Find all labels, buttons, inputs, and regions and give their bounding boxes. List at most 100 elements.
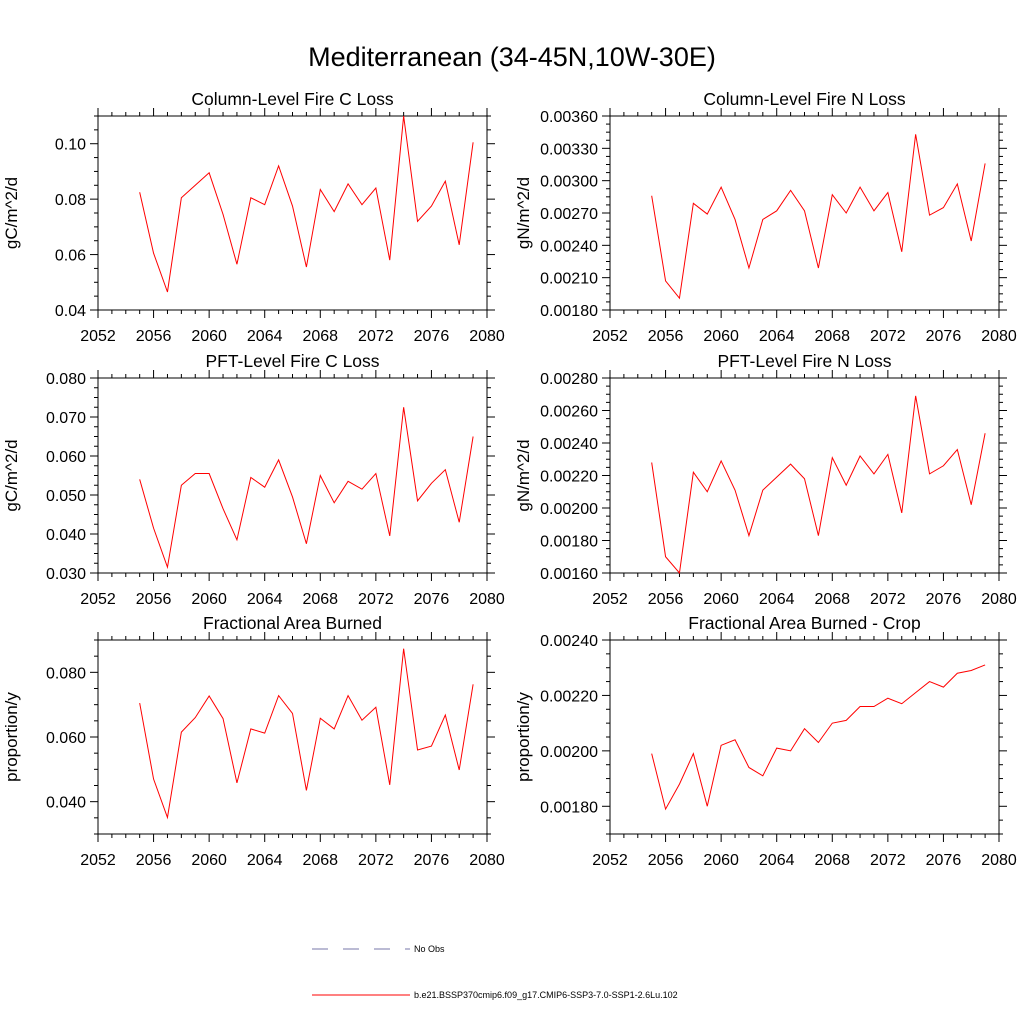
chart-title: Column-Level Fire N Loss <box>703 89 906 109</box>
x-tick-label: 2056 <box>136 328 172 345</box>
y-axis-label: gC/m^2/d <box>2 439 21 511</box>
x-tick-label: 2076 <box>926 852 962 869</box>
x-tick-label: 2052 <box>80 328 116 345</box>
legend-label: No Obs <box>414 944 445 954</box>
x-tick-label: 2076 <box>414 328 450 345</box>
y-tick-label: 0.060 <box>46 730 86 747</box>
y-tick-label: 0.080 <box>46 371 86 388</box>
x-tick-label: 2056 <box>136 852 172 869</box>
plot-frame <box>97 639 488 835</box>
chart-panel-3: 2052 2056 2060 2064 2068 2072 2076 2080 0.030 0.0… <box>2 351 505 608</box>
plot-frame <box>609 377 1000 574</box>
x-tick-label: 2068 <box>302 591 338 608</box>
chart-title: Fractional Area Burned - Crop <box>688 613 920 633</box>
legend-label: b.e21.BSSP370cmip6.f09_g17.CMIP6-SSP3-7.… <box>414 990 678 1000</box>
x-tick-label: 2056 <box>648 852 684 869</box>
y-tick-label: 0.00240 <box>540 238 598 255</box>
y-tick-label: 0.00200 <box>540 744 598 761</box>
y-tick-label: 0.00240 <box>540 436 598 453</box>
y-axis-label: proportion/y <box>2 692 21 782</box>
y-tick-label: 0.00180 <box>540 534 598 551</box>
series-line-1 <box>651 664 986 811</box>
x-tick-label: 2080 <box>469 328 505 345</box>
plot-frame <box>97 115 488 311</box>
chart-title: Fractional Area Burned <box>203 613 382 633</box>
y-tick-label: 0.00160 <box>540 566 598 583</box>
figure-title: Mediterranean (34-45N,10W-30E) <box>308 42 716 72</box>
x-tick-label: 2060 <box>703 591 739 608</box>
x-tick-label: 2060 <box>191 852 227 869</box>
x-tick-label: 2068 <box>814 328 850 345</box>
x-tick-label: 2052 <box>592 591 628 608</box>
x-tick-label: 2076 <box>414 591 450 608</box>
x-tick-label: 2052 <box>80 591 116 608</box>
x-tick-label: 2060 <box>703 852 739 869</box>
series-line-1 <box>651 134 986 300</box>
y-tick-label: 0.00240 <box>540 633 598 650</box>
x-tick-label: 2076 <box>926 328 962 345</box>
y-tick-label: 0.00180 <box>540 799 598 816</box>
y-tick-label: 0.080 <box>46 665 86 682</box>
y-axis-label: proportion/y <box>514 692 533 782</box>
x-tick-label: 2052 <box>592 328 628 345</box>
legend: No Obs b.e21.BSSP370cmip6.f09_g17.CMIP6-S… <box>312 944 678 1000</box>
x-tick-label: 2068 <box>814 591 850 608</box>
x-tick-label: 2064 <box>759 328 795 345</box>
x-tick-label: 2072 <box>870 591 906 608</box>
x-tick-label: 2072 <box>358 591 394 608</box>
chart-panel-4: 2052 2056 2060 2064 2068 2072 2076 2080 0.00160 0… <box>514 351 1017 608</box>
x-tick-label: 2072 <box>358 328 394 345</box>
x-tick-label: 2072 <box>870 852 906 869</box>
y-tick-label: 0.030 <box>46 566 86 583</box>
y-axis-label: gN/m^2/d <box>514 439 533 511</box>
y-tick-label: 0.00280 <box>540 371 598 388</box>
series-line-1 <box>139 115 474 293</box>
y-tick-label: 0.08 <box>55 192 86 209</box>
y-axis-label: gN/m^2/d <box>514 177 533 249</box>
x-tick-label: 2072 <box>358 852 394 869</box>
x-tick-label: 2056 <box>136 591 172 608</box>
x-tick-label: 2064 <box>759 852 795 869</box>
y-tick-label: 0.070 <box>46 410 86 427</box>
chart-title: Column-Level Fire C Loss <box>191 89 394 109</box>
chart-panel-5: 2052 2056 2060 2064 2068 2072 2076 2080 0.040 0.0… <box>2 613 505 869</box>
x-tick-label: 2068 <box>302 852 338 869</box>
y-tick-label: 0.050 <box>46 488 86 505</box>
y-axis-label: gC/m^2/d <box>2 177 21 249</box>
series-line-1 <box>139 648 474 820</box>
x-tick-label: 2056 <box>648 328 684 345</box>
x-tick-label: 2080 <box>469 591 505 608</box>
x-tick-label: 2064 <box>247 591 283 608</box>
y-tick-label: 0.10 <box>55 137 86 154</box>
y-tick-label: 0.040 <box>46 527 86 544</box>
y-tick-label: 0.00300 <box>540 174 598 191</box>
x-tick-label: 2080 <box>981 328 1017 345</box>
x-tick-label: 2056 <box>648 591 684 608</box>
x-tick-label: 2080 <box>469 852 505 869</box>
chart-panel-6: 2052 2056 2060 2064 2068 2072 2076 2080 0.00180 0… <box>514 613 1017 869</box>
x-tick-label: 2076 <box>926 591 962 608</box>
series-line-1 <box>139 407 474 570</box>
plot-frame <box>609 115 1000 311</box>
x-tick-label: 2060 <box>703 328 739 345</box>
y-tick-label: 0.040 <box>46 795 86 812</box>
x-tick-label: 2080 <box>981 852 1017 869</box>
x-tick-label: 2060 <box>191 328 227 345</box>
legend-entry-2: b.e21.BSSP370cmip6.f09_g17.CMIP6-SSP3-7.… <box>312 990 678 1000</box>
series-line-1 <box>651 395 986 575</box>
y-tick-label: 0.00200 <box>540 501 598 518</box>
chart-panel-1: 2052 2056 2060 2064 2068 2072 2076 2080 0.04 0.06… <box>2 89 505 345</box>
y-tick-label: 0.060 <box>46 449 86 466</box>
x-tick-label: 2064 <box>247 328 283 345</box>
y-tick-label: 0.04 <box>55 303 86 320</box>
x-tick-label: 2068 <box>302 328 338 345</box>
x-tick-label: 2068 <box>814 852 850 869</box>
plot-frame <box>97 377 488 574</box>
x-tick-label: 2064 <box>759 591 795 608</box>
y-tick-label: 0.00270 <box>540 206 598 223</box>
x-tick-label: 2060 <box>191 591 227 608</box>
y-tick-label: 0.06 <box>55 248 86 265</box>
x-tick-label: 2080 <box>981 591 1017 608</box>
y-tick-label: 0.00330 <box>540 141 598 158</box>
